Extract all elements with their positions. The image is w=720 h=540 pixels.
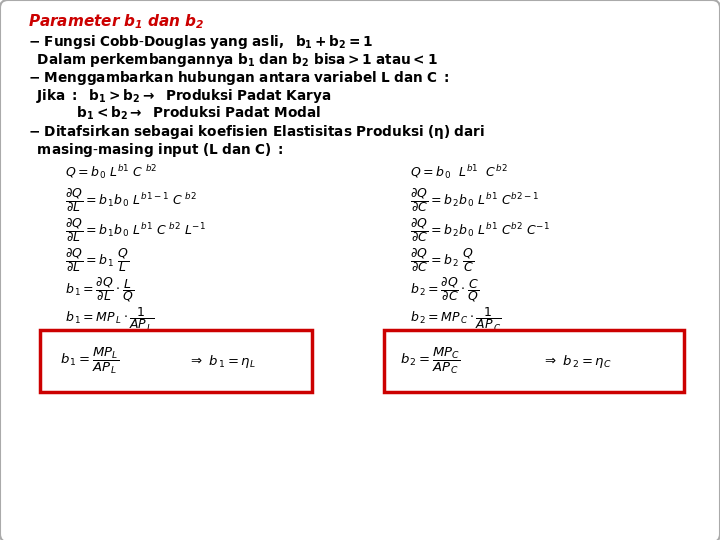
- Text: $b_{\,2} = \dfrac{MP_C}{AP_{\,C}}$: $b_{\,2} = \dfrac{MP_C}{AP_{\,C}}$: [400, 346, 461, 376]
- Text: $\dfrac{\partial Q}{\partial C} = b_{\,2} b_{\,0}\ L^{b1}\ C^{b2-1}$: $\dfrac{\partial Q}{\partial C} = b_{\,2…: [410, 186, 539, 214]
- Text: $\Rightarrow\ b_{\,1} = \eta_L$: $\Rightarrow\ b_{\,1} = \eta_L$: [188, 353, 256, 369]
- Text: $\mathbf{-\ Fungsi\ Cobb\text{-}Douglas\ yang\ asli,\ \ b_1 + b_2 = 1}$: $\mathbf{-\ Fungsi\ Cobb\text{-}Douglas\…: [28, 33, 373, 51]
- Text: $\Rightarrow\ b_{\,2} = \eta_C$: $\Rightarrow\ b_{\,2} = \eta_C$: [542, 353, 612, 369]
- Text: $\mathbf{-\ Ditafsirkan\ sebagai\ koefisien\ Elastisitas\ Produksi\ (\eta)\ dari: $\mathbf{-\ Ditafsirkan\ sebagai\ koefis…: [28, 123, 485, 141]
- Text: $b_{\,2} = MP_{\,C} \cdot \dfrac{1}{AP_{\,C}}$: $b_{\,2} = MP_{\,C} \cdot \dfrac{1}{AP_{…: [410, 306, 502, 334]
- Text: $b_{\,1} = MP_{\,L} \cdot \dfrac{1}{AP_{\,L}}$: $b_{\,1} = MP_{\,L} \cdot \dfrac{1}{AP_{…: [65, 306, 154, 334]
- Bar: [384, 330, 684, 392]
- Text: $\dfrac{\partial Q}{\partial C} = b_{\,2} b_{\,0}\ L^{b1}\ C^{b2}\ C^{-1}$: $\dfrac{\partial Q}{\partial C} = b_{\,2…: [410, 216, 550, 244]
- Text: $\mathbf{\ \ Dalam\ perkembangannya\ b_1\ dan\ b_2\ bisa > 1\ atau < 1}$: $\mathbf{\ \ Dalam\ perkembangannya\ b_1…: [28, 51, 438, 69]
- Text: $\dfrac{\partial Q}{\partial L} = b_{\,1}\ \dfrac{Q}{L}$: $\dfrac{\partial Q}{\partial L} = b_{\,1…: [65, 246, 130, 274]
- Bar: [40, 330, 312, 392]
- Text: $Q = b_{\,0}\ \ L^{b1}\ \ C^{b2}$: $Q = b_{\,0}\ \ L^{b1}\ \ C^{b2}$: [410, 163, 508, 181]
- Text: $b_{\,1} = \dfrac{\partial Q}{\partial L} \cdot \dfrac{L}{Q}$: $b_{\,1} = \dfrac{\partial Q}{\partial L…: [65, 275, 134, 305]
- Text: $Q = b_{\,0}\ L^{b1}\ C^{\ b2}$: $Q = b_{\,0}\ L^{b1}\ C^{\ b2}$: [65, 163, 158, 181]
- Text: $b_{\,1} = \dfrac{MP_L}{AP_{\,L}}$: $b_{\,1} = \dfrac{MP_L}{AP_{\,L}}$: [60, 346, 120, 376]
- Text: $\bfit{Parameter\ b_1\ dan\ b_2}$: $\bfit{Parameter\ b_1\ dan\ b_2}$: [28, 12, 204, 31]
- Text: $\mathbf{\ \ Jika\ :\ \ b_1 > b_2 \rightarrow \ \ Produksi\ Padat\ Karya}$: $\mathbf{\ \ Jika\ :\ \ b_1 > b_2 \right…: [28, 87, 331, 105]
- Text: $\mathbf{\ \ \ \ \ \ \ \ \ \ \ b_1 < b_2 \rightarrow \ \ Produksi\ Padat\ Modal}: $\mathbf{\ \ \ \ \ \ \ \ \ \ \ b_1 < b_2…: [28, 105, 321, 123]
- Text: $\dfrac{\partial Q}{\partial C} = b_{\,2}\ \dfrac{Q}{C}$: $\dfrac{\partial Q}{\partial C} = b_{\,2…: [410, 246, 474, 274]
- Text: $\dfrac{\partial Q}{\partial L} = b_{\,1} b_{\,0}\ L^{b1-1}\ C^{\ b2}$: $\dfrac{\partial Q}{\partial L} = b_{\,1…: [65, 186, 197, 214]
- Text: $\dfrac{\partial Q}{\partial L} = b_{\,1} b_{\,0}\ L^{b1}\ C^{\ b2}\ L^{-1}$: $\dfrac{\partial Q}{\partial L} = b_{\,1…: [65, 216, 206, 244]
- Text: $\mathbf{\ \ masing\text{-}masing\ input\ (L\ dan\ C)\ :}$: $\mathbf{\ \ masing\text{-}masing\ input…: [28, 141, 284, 159]
- Text: $\mathbf{-\ Menggambarkan\ hubungan\ antara\ variabel\ L\ dan\ C\ :}$: $\mathbf{-\ Menggambarkan\ hubungan\ ant…: [28, 69, 450, 87]
- Text: $b_{\,2} = \dfrac{\partial Q}{\partial C} \cdot \dfrac{C}{Q}$: $b_{\,2} = \dfrac{\partial Q}{\partial C…: [410, 275, 480, 305]
